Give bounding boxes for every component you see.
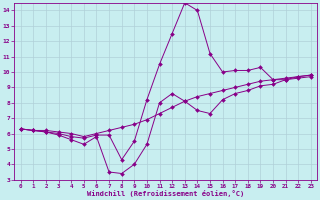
X-axis label: Windchill (Refroidissement éolien,°C): Windchill (Refroidissement éolien,°C) (87, 190, 244, 197)
